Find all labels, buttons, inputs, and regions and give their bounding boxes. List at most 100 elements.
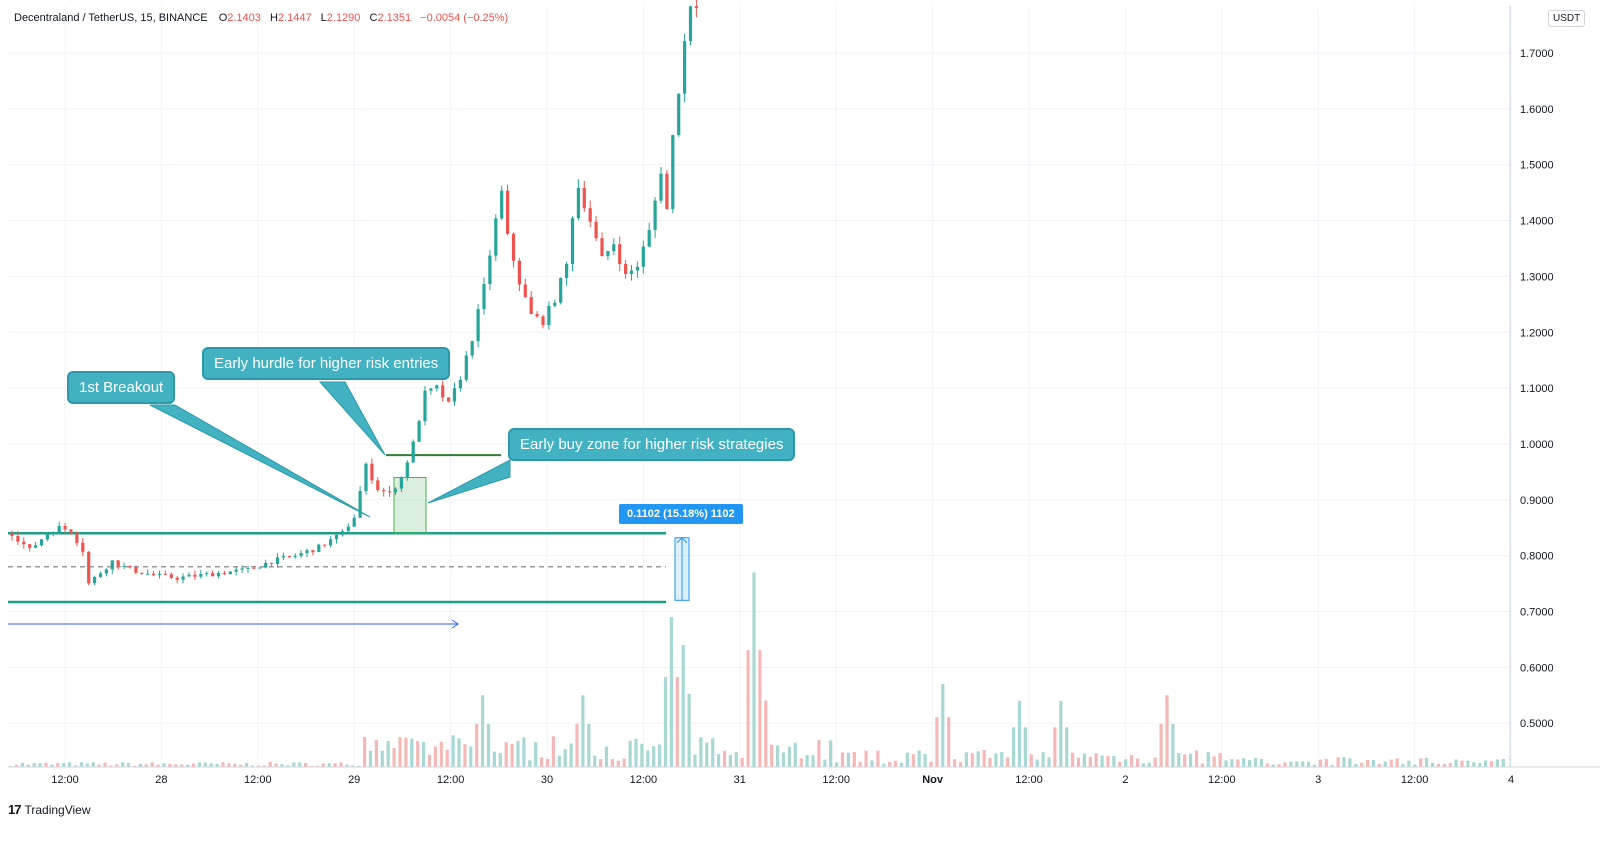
candle-body [535, 314, 539, 317]
candle-body [98, 573, 103, 577]
volume-bar [1366, 759, 1370, 767]
callout-pointer-buy-zone [427, 459, 511, 504]
y-tick-label: 0.8000 [1520, 551, 1554, 563]
candle-body [134, 567, 138, 573]
volume-bar [1248, 759, 1252, 767]
callout-pointer-breakout [149, 404, 371, 518]
volume-bar [439, 741, 443, 767]
volume-bar [787, 746, 791, 767]
volume-bar [304, 762, 308, 767]
volume-bar [540, 757, 544, 767]
volume-bar [1472, 762, 1476, 767]
volume-bar [416, 741, 420, 767]
candle-body [346, 526, 350, 532]
candle-body [222, 573, 226, 575]
candle-body [146, 573, 150, 575]
low-value: 2.1290 [326, 12, 361, 24]
volume-bar [1312, 764, 1317, 767]
candle-body [553, 302, 557, 306]
candle-body [275, 557, 280, 564]
volume-bar [1041, 752, 1045, 767]
volume-bar [38, 763, 42, 767]
volume-bar [1430, 762, 1435, 767]
candle-body [494, 218, 498, 256]
candle-body [140, 572, 144, 574]
candle-body [240, 568, 244, 570]
x-tick-label: 12:00 [51, 774, 79, 786]
candle-body [688, 6, 693, 42]
candle-body [87, 551, 91, 584]
volume-bar [221, 762, 225, 767]
measure-label[interactable]: 0.1102 (15.18%) 1102 [619, 504, 743, 524]
callout-early-hurdle[interactable]: Early hurdle for higher risk entries [202, 347, 451, 380]
volume-bar [534, 742, 538, 767]
candle-body [600, 238, 604, 257]
volume-bar [563, 749, 567, 767]
candle-body [169, 574, 173, 578]
volume-bar [209, 763, 213, 767]
candle-body [299, 553, 303, 556]
volume-bar [20, 763, 24, 767]
volume-bar [315, 765, 319, 767]
volume-bar [268, 762, 272, 767]
time-axis[interactable]: 12:00 28 12:00 29 12:00 30 12:00 31 12:00 Nov 12:0… [8, 766, 1600, 786]
price-axis[interactable]: 1.7000 1.6000 1.5000 1.4000 1.3000 1.2000 1.10… [1509, 6, 1554, 767]
volume-bar [91, 762, 95, 767]
time-range-arrow-head [451, 619, 459, 629]
volume-bar [286, 765, 290, 767]
volume-bar [1141, 763, 1145, 767]
volume-bar [1212, 756, 1216, 767]
volume-bar [404, 737, 408, 767]
symbol-legend[interactable]: Decentraland / TetherUS, 15, BINANCE O2.… [14, 12, 514, 24]
volume-bar [351, 765, 355, 767]
candle-body [482, 284, 486, 310]
candle-body [317, 544, 321, 553]
callout-early-buy-zone[interactable]: Early buy zone for higher risk strategie… [508, 428, 796, 461]
volume-bar [1495, 759, 1499, 767]
volume-bar [811, 755, 815, 767]
x-tick-label: 4 [1508, 774, 1514, 786]
volume-bar [599, 758, 603, 767]
volume-bar [1218, 753, 1222, 767]
volume-bar [1301, 761, 1305, 767]
volume-bar [427, 754, 432, 767]
candle-body [606, 251, 610, 257]
volume-bar [327, 763, 331, 767]
volume-bar [1029, 754, 1033, 767]
volume-bar [604, 746, 609, 767]
volume-bar [545, 758, 550, 767]
volume-bar [1006, 757, 1010, 767]
volume-bar [1000, 751, 1004, 767]
candle-body [429, 388, 433, 391]
candle-body [405, 462, 409, 478]
x-tick-label: 12:00 [1208, 774, 1236, 786]
tradingview-logo[interactable]: 17 TradingView [8, 802, 91, 817]
x-tick-label: Nov [922, 774, 944, 786]
volume-bar [1283, 762, 1287, 767]
candle-body [559, 278, 563, 303]
symbol-name[interactable]: Decentraland / TetherUS, 15, BINANCE [14, 12, 208, 24]
volume-bar [32, 762, 36, 767]
callout-first-breakout[interactable]: 1st Breakout [67, 371, 176, 404]
volume-bar [711, 738, 715, 767]
volume-bar [97, 764, 101, 767]
volume-bar [144, 764, 148, 767]
candle-body [441, 385, 445, 398]
low-label: L [320, 12, 327, 24]
candle-body [16, 535, 20, 542]
x-tick-label: 2 [1122, 774, 1128, 786]
currency-badge[interactable]: USDT [1548, 10, 1586, 27]
volume-bar [1413, 764, 1417, 767]
volume-bar [722, 750, 727, 767]
candle-body [216, 573, 221, 577]
volume-bar [357, 765, 361, 767]
candle-body [683, 41, 687, 94]
volume-bar [840, 752, 845, 767]
candle-body [618, 244, 622, 264]
volume-bar [752, 572, 756, 767]
tradingview-name: TradingView [24, 802, 91, 817]
volume-bar [197, 762, 201, 767]
volume-bar [1436, 764, 1440, 767]
volume-bar [445, 750, 449, 767]
